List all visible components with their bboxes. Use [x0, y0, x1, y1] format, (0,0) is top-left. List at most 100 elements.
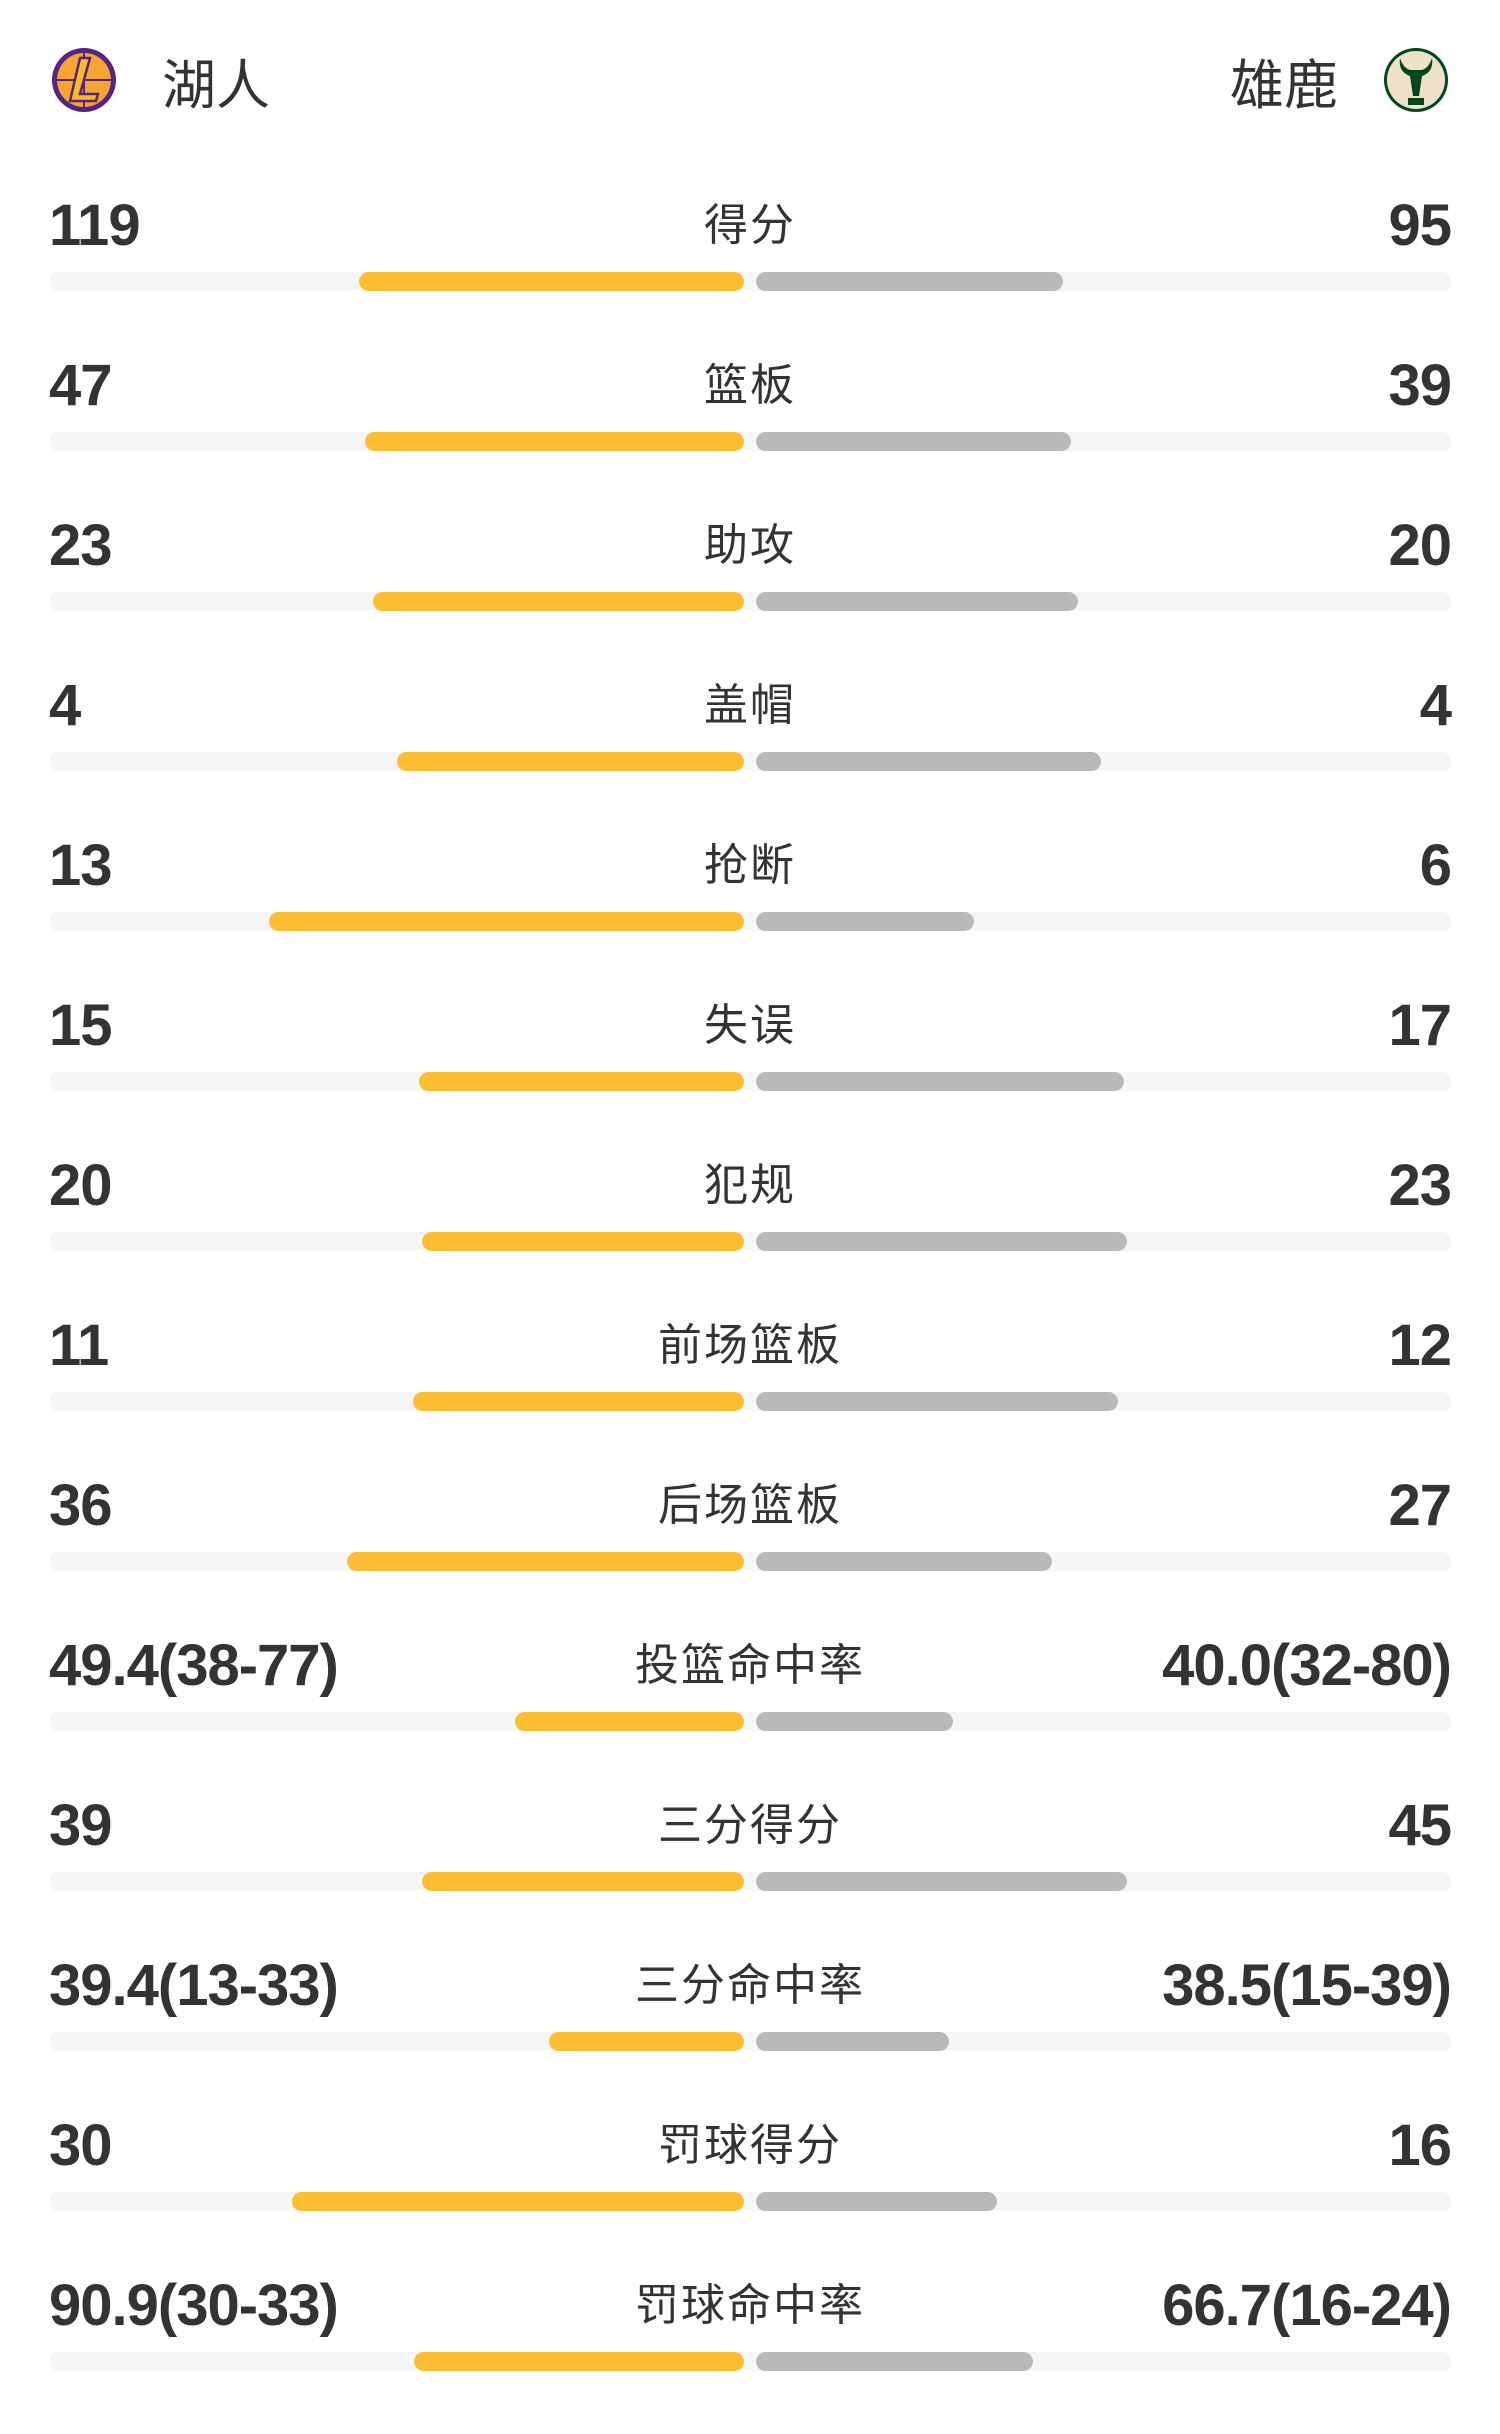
stat-label: 助攻	[704, 520, 796, 571]
stat-bar-track	[49, 272, 1451, 291]
stat-values: 15 失误 17	[49, 993, 1452, 1058]
away-value: 16	[1388, 2113, 1452, 2178]
stat-row: 23 助攻 20	[49, 513, 1452, 674]
home-bar	[418, 1072, 744, 1091]
stat-row: 47 篮板 39	[49, 353, 1452, 514]
home-bar	[347, 1552, 744, 1571]
stat-values: 90.9(30-33) 罚球命中率 66.7(16-24)	[49, 2273, 1452, 2338]
stat-values: 4 盖帽 4	[49, 673, 1452, 738]
stat-row: 11 前场篮板 12	[49, 1313, 1452, 1474]
stat-values: 39.4(13-33) 三分命中率 38.5(15-39)	[49, 1953, 1452, 2018]
stat-row: 39.4(13-33) 三分命中率 38.5(15-39)	[49, 1953, 1452, 2114]
stat-bar-track	[49, 1872, 1451, 1891]
stat-row: 15 失误 17	[49, 993, 1452, 1154]
stat-bar-track	[49, 432, 1451, 451]
away-bar	[756, 1872, 1128, 1891]
stat-bar-track	[49, 1392, 1451, 1411]
away-bar	[756, 432, 1071, 451]
away-value: 23	[1388, 1153, 1452, 1218]
away-team-name: 雄鹿	[1230, 53, 1338, 117]
stat-values: 23 助攻 20	[49, 513, 1452, 578]
stat-values: 49.4(38-77) 投篮命中率 40.0(32-80)	[49, 1633, 1452, 1698]
away-bar	[756, 1392, 1119, 1411]
home-value: 119	[49, 193, 141, 258]
away-value: 95	[1388, 193, 1452, 258]
stat-bar-track	[49, 1552, 1451, 1571]
stat-label: 后场篮板	[658, 1480, 842, 1531]
away-bar	[756, 2352, 1033, 2371]
home-bar	[514, 1712, 744, 1731]
stat-label: 盖帽	[704, 680, 796, 731]
away-bar	[756, 912, 975, 931]
stat-bar-track	[49, 752, 1451, 771]
stat-label: 篮板	[704, 360, 796, 411]
stat-label: 失误	[704, 1000, 796, 1051]
stat-row: 36 后场篮板 27	[49, 1473, 1452, 1634]
away-value: 4	[1419, 673, 1452, 738]
home-bar	[421, 1232, 744, 1251]
stat-bar-track	[49, 1712, 1451, 1731]
away-value: 20	[1388, 513, 1452, 578]
away-value: 39	[1388, 353, 1452, 418]
away-value: 66.7(16-24)	[1162, 2273, 1452, 2338]
lakers-logo-icon	[52, 48, 116, 112]
away-value: 38.5(15-39)	[1162, 1953, 1452, 2018]
stat-row: 39 三分得分 45	[49, 1793, 1452, 1954]
stat-label: 三分得分	[658, 1800, 842, 1851]
stat-row: 30 罚球得分 16	[49, 2113, 1452, 2274]
away-bar	[756, 1712, 954, 1731]
home-value: 39	[49, 1793, 113, 1858]
stat-bar-track	[49, 912, 1451, 931]
away-value: 27	[1388, 1473, 1452, 1538]
away-bar	[756, 752, 1102, 771]
stat-label: 罚球命中率	[635, 2280, 865, 2331]
home-value: 15	[49, 993, 113, 1058]
away-value: 40.0(32-80)	[1162, 1633, 1452, 1698]
stat-values: 36 后场篮板 27	[49, 1473, 1452, 1538]
home-bar	[268, 912, 744, 931]
away-value: 6	[1419, 833, 1452, 898]
stat-bar-track	[49, 592, 1451, 611]
stat-row: 4 盖帽 4	[49, 673, 1452, 834]
home-bar	[358, 272, 744, 291]
stat-label: 犯规	[704, 1160, 796, 1211]
stat-bar-track	[49, 2032, 1451, 2051]
home-value: 39.4(13-33)	[49, 1953, 339, 2018]
stat-label: 投篮命中率	[635, 1640, 865, 1691]
away-bar	[756, 592, 1079, 611]
away-bar	[756, 1072, 1125, 1091]
home-team[interactable]: 湖人	[50, 46, 270, 117]
home-value: 36	[49, 1473, 113, 1538]
home-bar	[412, 1392, 744, 1411]
home-bar	[421, 1872, 744, 1891]
stat-label: 抢断	[704, 840, 796, 891]
away-value: 17	[1388, 993, 1452, 1058]
stat-values: 20 犯规 23	[49, 1153, 1452, 1218]
away-bar	[756, 2192, 998, 2211]
stat-label: 得分	[704, 200, 796, 251]
stat-label: 三分命中率	[635, 1960, 865, 2011]
team-header: 湖人 雄鹿	[0, 0, 1500, 160]
home-value: 13	[49, 833, 113, 898]
home-bar	[413, 2352, 744, 2371]
stat-values: 30 罚球得分 16	[49, 2113, 1452, 2178]
home-value: 49.4(38-77)	[49, 1633, 339, 1698]
home-bar	[397, 752, 744, 771]
stat-row: 90.9(30-33) 罚球命中率 66.7(16-24)	[49, 2273, 1452, 2434]
away-bar	[756, 272, 1064, 291]
home-value: 23	[49, 513, 113, 578]
stat-label: 罚球得分	[658, 2120, 842, 2171]
stat-bar-track	[49, 2192, 1451, 2211]
home-value: 11	[49, 1313, 109, 1378]
home-bar	[372, 592, 744, 611]
stats-list: 119 得分 95 47 篮板 39 23 助攻 20 4 盖帽 4 13 抢断 6 15 失误 17 20 犯规 23…	[49, 193, 1452, 2434]
away-bar	[756, 1552, 1053, 1571]
away-bar	[756, 1232, 1128, 1251]
stat-values: 47 篮板 39	[49, 353, 1452, 418]
stat-bar-track	[49, 1072, 1451, 1091]
home-bar	[548, 2032, 744, 2051]
home-value: 30	[49, 2113, 113, 2178]
home-value: 4	[49, 673, 81, 738]
home-bar	[291, 2192, 744, 2211]
away-team[interactable]: 雄鹿	[1230, 46, 1450, 117]
